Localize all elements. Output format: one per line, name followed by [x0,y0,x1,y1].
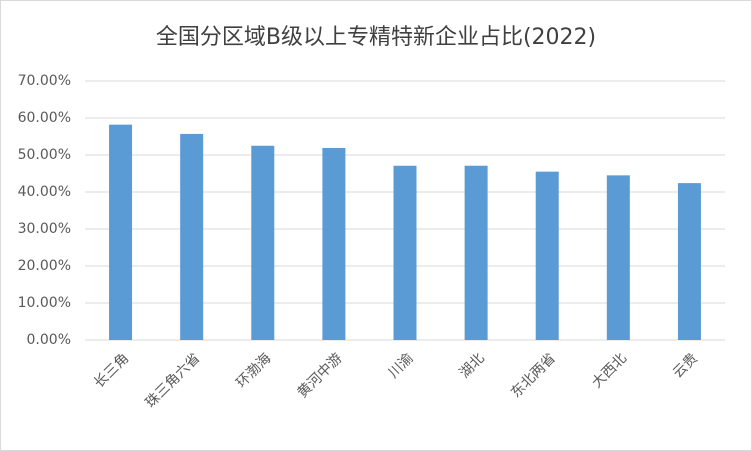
bar [322,147,346,340]
y-tick-label: 0.00% [27,332,71,348]
bar [535,171,559,340]
bar [606,175,630,340]
bar [251,145,275,340]
chart-title: 全国分区域B级以上专精特新企业占比(2022) [156,25,596,50]
bar [677,183,701,340]
y-tick-label: 50.00% [18,147,71,163]
y-tick-label: 40.00% [18,184,71,200]
y-tick-label: 10.00% [18,295,71,311]
y-tick-label: 60.00% [18,110,71,126]
y-tick-label: 70.00% [18,73,71,89]
bar [109,124,133,340]
y-tick-label: 20.00% [18,258,71,274]
bar [393,165,417,340]
bar [464,165,488,340]
bar [180,133,204,340]
y-tick-label: 30.00% [18,221,71,237]
